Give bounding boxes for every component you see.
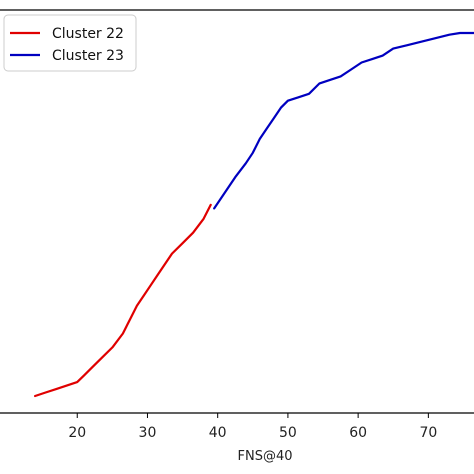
legend-label-2: Cluster 23: [52, 48, 124, 64]
x-axis-label: FNS@40: [238, 449, 293, 464]
x-tick-label: 30: [139, 425, 157, 441]
x-tick-label: 50: [279, 425, 297, 441]
legend-label-1: Cluster 22: [52, 26, 124, 42]
x-tick-label: 60: [349, 425, 367, 441]
x-tick-label: 20: [68, 425, 86, 441]
x-tick-label: 70: [419, 425, 437, 441]
x-tick-label: 40: [209, 425, 227, 441]
legend: Cluster 22 Cluster 23: [4, 15, 136, 71]
